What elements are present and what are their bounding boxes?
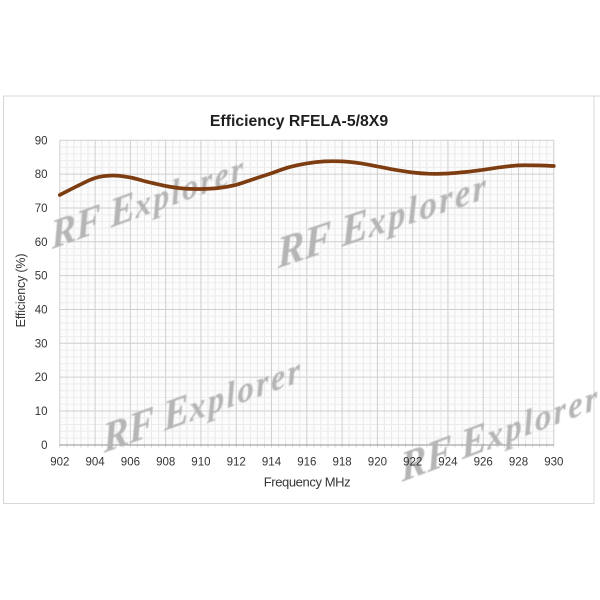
svg-text:926: 926: [474, 456, 493, 468]
svg-text:90: 90: [35, 135, 48, 147]
svg-text:914: 914: [262, 456, 282, 468]
svg-text:906: 906: [121, 456, 140, 468]
svg-text:902: 902: [50, 456, 69, 468]
svg-text:930: 930: [544, 456, 563, 468]
svg-text:908: 908: [156, 456, 175, 468]
svg-text:912: 912: [227, 456, 246, 468]
svg-text:70: 70: [35, 203, 48, 215]
svg-text:20: 20: [35, 372, 48, 384]
svg-text:Frequency MHz: Frequency MHz: [264, 475, 351, 490]
svg-text:60: 60: [35, 237, 48, 249]
svg-text:50: 50: [35, 271, 48, 283]
svg-text:Efficiency (%): Efficiency (%): [14, 254, 28, 328]
svg-text:922: 922: [403, 456, 422, 468]
svg-text:904: 904: [86, 456, 106, 468]
svg-text:920: 920: [368, 456, 387, 468]
svg-text:10: 10: [35, 406, 48, 418]
svg-text:80: 80: [35, 169, 48, 181]
svg-text:Efficiency RFELA-5/8X9: Efficiency RFELA-5/8X9: [210, 113, 388, 130]
svg-text:924: 924: [438, 456, 458, 468]
svg-text:0: 0: [41, 440, 47, 452]
svg-text:918: 918: [333, 456, 352, 468]
svg-text:910: 910: [191, 456, 210, 468]
svg-text:40: 40: [35, 305, 48, 317]
svg-text:916: 916: [297, 456, 316, 468]
svg-text:30: 30: [35, 338, 48, 350]
svg-text:928: 928: [509, 456, 528, 468]
